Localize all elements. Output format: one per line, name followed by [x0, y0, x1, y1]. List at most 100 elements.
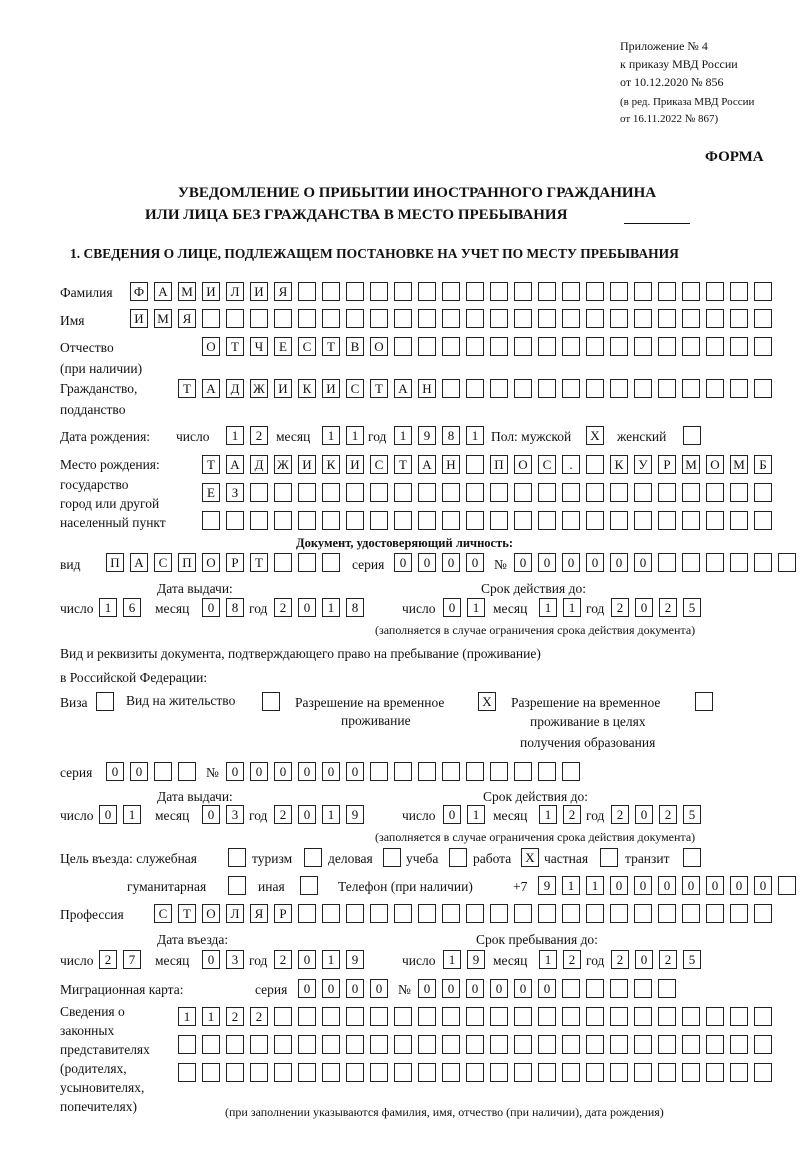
citizenship-cell[interactable]: Н: [418, 379, 436, 398]
profession-cell[interactable]: [442, 904, 460, 923]
profession-cell[interactable]: [562, 904, 580, 923]
doc-valid-month-cell[interactable]: 1: [563, 598, 581, 617]
sex-male-checkbox[interactable]: X: [586, 426, 604, 445]
citizenship-cell[interactable]: А: [202, 379, 220, 398]
doc-series-cell[interactable]: 0: [418, 553, 436, 572]
birth-place-2-cell[interactable]: [706, 483, 724, 502]
birth-place-3-cell[interactable]: [226, 511, 244, 530]
doc-issue-month-cell[interactable]: 8: [226, 598, 244, 617]
reps-2-cell[interactable]: [370, 1035, 388, 1054]
doc-number-cell[interactable]: [778, 553, 796, 572]
patronymic-cell[interactable]: Е: [274, 337, 292, 356]
reps-3-cell[interactable]: [442, 1063, 460, 1082]
entry-month-cell[interactable]: 3: [226, 950, 244, 969]
mc-number-cell[interactable]: 0: [466, 979, 484, 998]
doc-number-cell[interactable]: [754, 553, 772, 572]
birth-place-3-cell[interactable]: [298, 511, 316, 530]
reps-1-cell[interactable]: [658, 1007, 676, 1026]
name-cell[interactable]: [298, 309, 316, 328]
birth-place-3-cell[interactable]: [610, 511, 628, 530]
right-valid-year-cell[interactable]: 0: [635, 805, 653, 824]
phone-cell[interactable]: 1: [586, 876, 604, 895]
reps-3-cell[interactable]: [274, 1063, 292, 1082]
patronymic-cell[interactable]: [682, 337, 700, 356]
birth-place-3-cell[interactable]: [754, 511, 772, 530]
right-number-cell[interactable]: 0: [298, 762, 316, 781]
right-number-cell[interactable]: [466, 762, 484, 781]
reps-1-cell[interactable]: [346, 1007, 364, 1026]
surname-cell[interactable]: [442, 282, 460, 301]
name-cell[interactable]: [346, 309, 364, 328]
patronymic-cell[interactable]: [490, 337, 508, 356]
right-number-cell[interactable]: 0: [274, 762, 292, 781]
p-humanitarian-checkbox[interactable]: [228, 876, 246, 895]
patronymic-cell[interactable]: Ч: [250, 337, 268, 356]
phone-cell[interactable]: 0: [658, 876, 676, 895]
profession-cell[interactable]: [370, 904, 388, 923]
surname-cell[interactable]: [586, 282, 604, 301]
doc-kind-cell[interactable]: Т: [250, 553, 268, 572]
reps-3-cell[interactable]: [658, 1063, 676, 1082]
birth-year-cell[interactable]: 8: [442, 426, 460, 445]
doc-kind-cell[interactable]: О: [202, 553, 220, 572]
surname-cell[interactable]: [466, 282, 484, 301]
birth-place-2-cell[interactable]: [442, 483, 460, 502]
surname-cell[interactable]: [682, 282, 700, 301]
stay-day-cell[interactable]: 1: [443, 950, 461, 969]
reps-2-cell[interactable]: [202, 1035, 220, 1054]
stay-month-cell[interactable]: 1: [539, 950, 557, 969]
reps-3-cell[interactable]: [538, 1063, 556, 1082]
right-valid-month-cell[interactable]: 2: [563, 805, 581, 824]
birth-year-cell[interactable]: 9: [418, 426, 436, 445]
profession-cell[interactable]: [418, 904, 436, 923]
reps-2-cell[interactable]: [562, 1035, 580, 1054]
doc-number-cell[interactable]: 0: [538, 553, 556, 572]
surname-cell[interactable]: [610, 282, 628, 301]
right-issue-year-cell[interactable]: 2: [274, 805, 292, 824]
patronymic-cell[interactable]: Т: [226, 337, 244, 356]
right-number-cell[interactable]: [538, 762, 556, 781]
reps-2-cell[interactable]: [418, 1035, 436, 1054]
birth-place-2-cell[interactable]: [634, 483, 652, 502]
phone-cell[interactable]: [778, 876, 796, 895]
surname-cell[interactable]: [418, 282, 436, 301]
surname-cell[interactable]: И: [250, 282, 268, 301]
profession-cell[interactable]: [706, 904, 724, 923]
right-series-cell[interactable]: 0: [130, 762, 148, 781]
reps-3-cell[interactable]: [754, 1063, 772, 1082]
doc-number-cell[interactable]: 0: [610, 553, 628, 572]
birth-place-2-cell[interactable]: [658, 483, 676, 502]
right-number-cell[interactable]: 0: [322, 762, 340, 781]
mc-number-cell[interactable]: [658, 979, 676, 998]
surname-cell[interactable]: [538, 282, 556, 301]
birth-place-3-cell[interactable]: [274, 511, 292, 530]
reps-1-cell[interactable]: [706, 1007, 724, 1026]
doc-valid-year-cell[interactable]: 2: [611, 598, 629, 617]
name-cell[interactable]: [634, 309, 652, 328]
profession-cell[interactable]: [466, 904, 484, 923]
profession-cell[interactable]: [538, 904, 556, 923]
citizenship-cell[interactable]: [586, 379, 604, 398]
profession-cell[interactable]: [322, 904, 340, 923]
patronymic-cell[interactable]: Т: [322, 337, 340, 356]
birth-month-cell[interactable]: 1: [346, 426, 364, 445]
reps-3-cell[interactable]: [298, 1063, 316, 1082]
reps-3-cell[interactable]: [466, 1063, 484, 1082]
reps-2-cell[interactable]: [394, 1035, 412, 1054]
surname-cell[interactable]: М: [178, 282, 196, 301]
birth-place-2-cell[interactable]: [538, 483, 556, 502]
reps-1-cell[interactable]: [754, 1007, 772, 1026]
doc-series-cell[interactable]: 0: [394, 553, 412, 572]
surname-cell[interactable]: [394, 282, 412, 301]
name-cell[interactable]: [514, 309, 532, 328]
reps-3-cell[interactable]: [586, 1063, 604, 1082]
patronymic-cell[interactable]: [562, 337, 580, 356]
birth-place-2-cell[interactable]: [274, 483, 292, 502]
mc-number-cell[interactable]: 0: [514, 979, 532, 998]
right-number-cell[interactable]: [562, 762, 580, 781]
citizenship-cell[interactable]: [490, 379, 508, 398]
stay-year-cell[interactable]: 2: [611, 950, 629, 969]
right-number-cell[interactable]: [442, 762, 460, 781]
name-cell[interactable]: Я: [178, 309, 196, 328]
reps-2-cell[interactable]: [730, 1035, 748, 1054]
